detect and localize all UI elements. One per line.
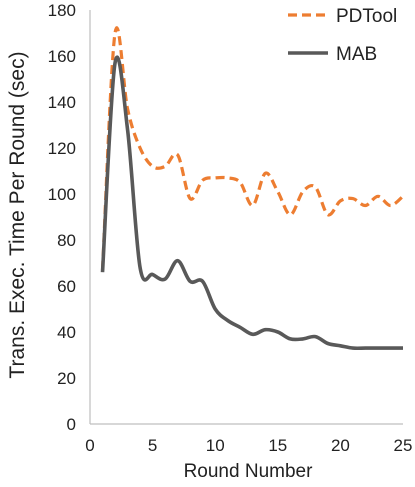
y-tick-label: 60: [57, 277, 76, 296]
legend-label-mab: MAB: [336, 44, 377, 65]
series-line-mab: [100, 55, 403, 351]
x-tick-label: 20: [331, 436, 350, 455]
y-tick-label: 80: [57, 231, 76, 250]
y-tick-label: 40: [57, 323, 76, 342]
x-axis: 0 5 10 15 20 25: [85, 423, 413, 455]
y-tick-label: 20: [57, 369, 76, 388]
x-tick-label: 5: [148, 436, 157, 455]
x-tick-label: 10: [206, 436, 225, 455]
x-axis-title: Round Number: [184, 461, 314, 482]
y-tick-label: 160: [48, 47, 76, 66]
y-axis-title: Trans. Exec. Time Per Round (sec): [6, 51, 29, 378]
y-tick-label: 140: [48, 93, 76, 112]
legend-label-pdtool: PDTool: [336, 6, 397, 27]
series-line-pdtool: [100, 26, 405, 270]
x-tick-label: 25: [394, 436, 413, 455]
x-tick-label: 15: [268, 436, 287, 455]
y-tick-label: 120: [48, 139, 76, 158]
y-tick-label: 0: [67, 415, 76, 434]
y-tick-label: 180: [48, 1, 76, 20]
series-layer: [100, 26, 405, 351]
legend: PDTool MAB: [288, 6, 397, 65]
y-tick-label: 100: [48, 185, 76, 204]
y-axis: 0 20 40 60 80 100 120 140 160 180: [48, 1, 91, 434]
x-tick-label: 0: [85, 436, 94, 455]
